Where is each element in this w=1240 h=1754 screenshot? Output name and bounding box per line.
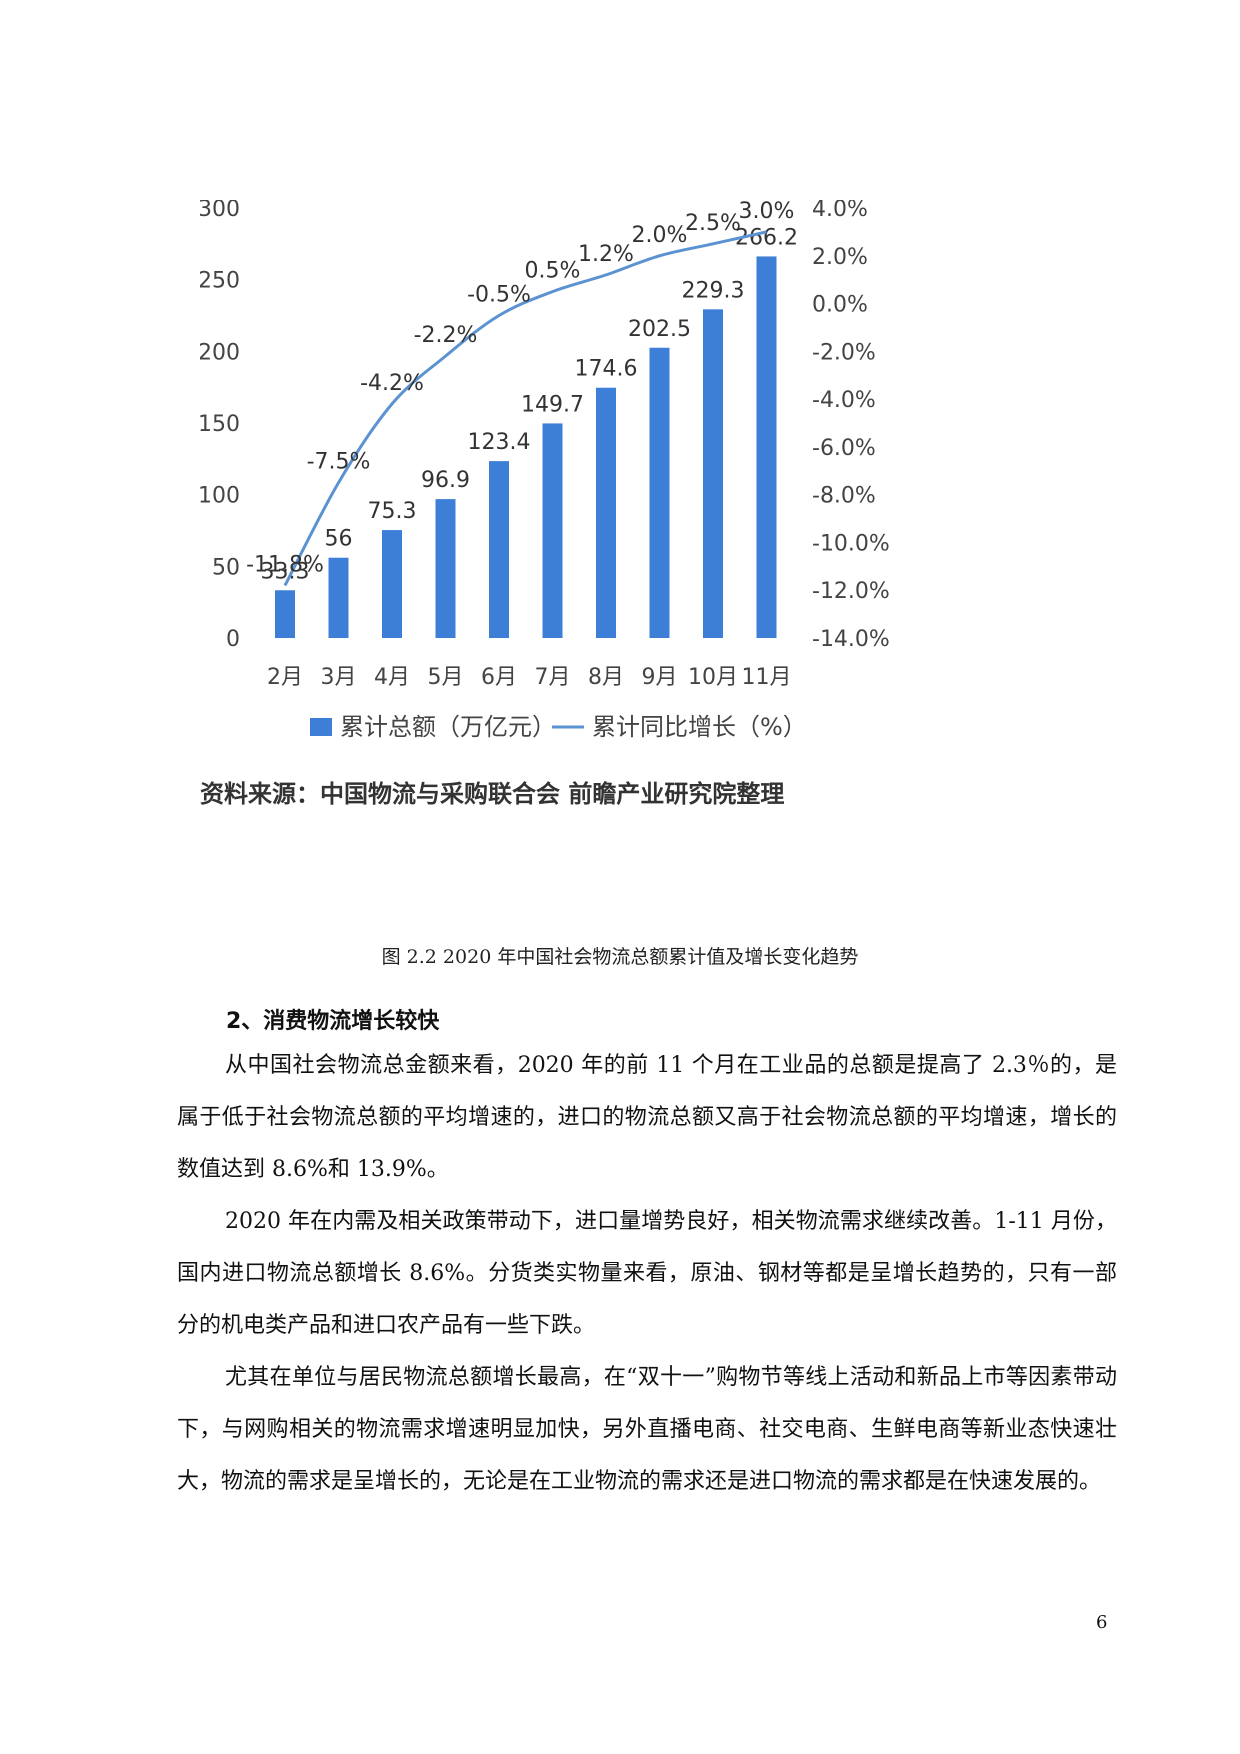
right-axis-tick: 4.0%: [812, 200, 868, 222]
growth-value-label: 2.5%: [685, 211, 741, 236]
bar-value-label: 174.6: [575, 357, 638, 382]
bar-value-label: 123.4: [468, 430, 531, 455]
growth-value-label: -0.5%: [467, 283, 531, 308]
paragraph: 2020 年在内需及相关政策带动下，进口量增势良好，相关物流需求继续改善。1-1…: [177, 1209, 1117, 1338]
bar-value-label: 75.3: [368, 499, 417, 524]
source-note: 资料来源：中国物流与采购联合会 前瞻产业研究院整理: [200, 780, 784, 808]
bar: [328, 557, 349, 638]
x-category-label: 10月: [688, 665, 738, 690]
x-category-label: 2月: [267, 665, 303, 690]
section-heading: 2、消费物流增长较快: [226, 1009, 440, 1034]
bar-line-chart: 0 50 100 150 200 250 300 -14.0% -12.0% -10.0% -8.…: [200, 200, 890, 808]
growth-value-labels: -11.8% -7.5% -4.2% -2.2% -0.5%0.5%1.2%2.0%2.…: [246, 200, 794, 577]
right-axis-tick: -10.0%: [812, 531, 890, 556]
left-axis-tick: 200: [200, 340, 240, 365]
growth-value-label: -2.2%: [414, 323, 478, 348]
bar: [275, 590, 295, 638]
growth-value-label: 1.2%: [578, 242, 634, 267]
bar: [596, 387, 616, 638]
x-category-label: 7月: [535, 665, 571, 690]
bar-value-labels: 33.3 56 75.396.9 123.4 149.7 174.6 202.5 229.3 2…: [261, 225, 798, 584]
left-axis-tick: 0: [226, 627, 240, 652]
growth-value-label: 0.5%: [525, 259, 581, 284]
bar: [489, 461, 509, 638]
x-category-label: 3月: [321, 665, 357, 690]
right-axis-tick: -6.0%: [812, 436, 876, 461]
growth-value-label: -11.8%: [246, 552, 324, 577]
x-axis-categories: 2月 3月 4月 5月 6月 7月 8月 9月 10月 11月: [267, 665, 792, 690]
paragraph: 从中国社会物流总金额来看，2020 年的前 11 个月在工业品的总额是提高了 2…: [177, 1053, 1117, 1182]
right-axis-tick: -4.0%: [812, 388, 876, 413]
bar-value-label: 96.9: [421, 468, 470, 493]
bar: [435, 499, 456, 638]
x-category-label: 11月: [742, 665, 792, 690]
chart: 0 50 100 150 200 250 300 -14.0% -12.0% -10.0% -8.…: [200, 200, 990, 920]
legend-line-label: 累计同比增长（%）: [592, 713, 807, 741]
figure-caption: 图 2.2 2020 年中国社会物流总额累计值及增长变化趋势: [381, 946, 859, 968]
right-axis-tick: 0.0%: [812, 293, 868, 318]
x-category-label: 6月: [481, 665, 517, 690]
bar-value-label: 149.7: [521, 392, 584, 417]
left-axis-tick: 100: [200, 484, 240, 509]
left-axis-tick: 150: [200, 412, 240, 437]
growth-value-label: -4.2%: [360, 371, 424, 396]
bar-value-label: 229.3: [682, 278, 745, 303]
paragraph: 尤其在单位与居民物流总额增长最高，在“双十一”购物节等线上活动和新品上市等因素带…: [177, 1365, 1117, 1494]
left-axis-tick: 250: [200, 269, 240, 294]
bar: [703, 309, 723, 638]
legend-bar-swatch: [310, 718, 332, 736]
page-number: 6: [1096, 1612, 1108, 1633]
x-category-label: 9月: [642, 665, 678, 690]
bar: [649, 347, 670, 638]
legend: 累计总额（万亿元） 累计同比增长（%）: [310, 713, 807, 741]
growth-line: [283, 230, 767, 587]
growth-value-label: 2.0%: [632, 223, 688, 248]
right-axis-tick: -2.0%: [812, 340, 876, 365]
right-axis-tick: -8.0%: [812, 484, 876, 509]
bar: [382, 530, 402, 638]
right-axis-tick: 2.0%: [812, 245, 868, 270]
bar-value-label: 56: [325, 527, 353, 552]
bar: [756, 256, 777, 638]
bars: [275, 256, 777, 638]
x-category-label: 8月: [588, 665, 624, 690]
right-axis-tick: -12.0%: [812, 579, 890, 604]
right-axis-tick: -14.0%: [812, 627, 890, 652]
bar: [542, 423, 563, 638]
x-category-label: 5月: [428, 665, 464, 690]
growth-value-label: 3.0%: [739, 200, 795, 224]
bar-value-label: 202.5: [628, 317, 691, 342]
growth-value-label: -7.5%: [307, 450, 371, 475]
x-category-label: 4月: [374, 665, 410, 690]
left-axis-tick: 50: [212, 555, 240, 580]
right-axis-ticks: -14.0% -12.0% -10.0% -8.0% -6.0% -4.0% -2.0% 0.…: [812, 200, 890, 652]
left-axis-ticks: 0 50 100 150 200 250 300: [200, 200, 240, 652]
legend-bar-label: 累计总额（万亿元）: [340, 713, 556, 741]
bar-value-label: 33.3: [261, 559, 310, 584]
left-axis-tick: 300: [200, 200, 240, 222]
